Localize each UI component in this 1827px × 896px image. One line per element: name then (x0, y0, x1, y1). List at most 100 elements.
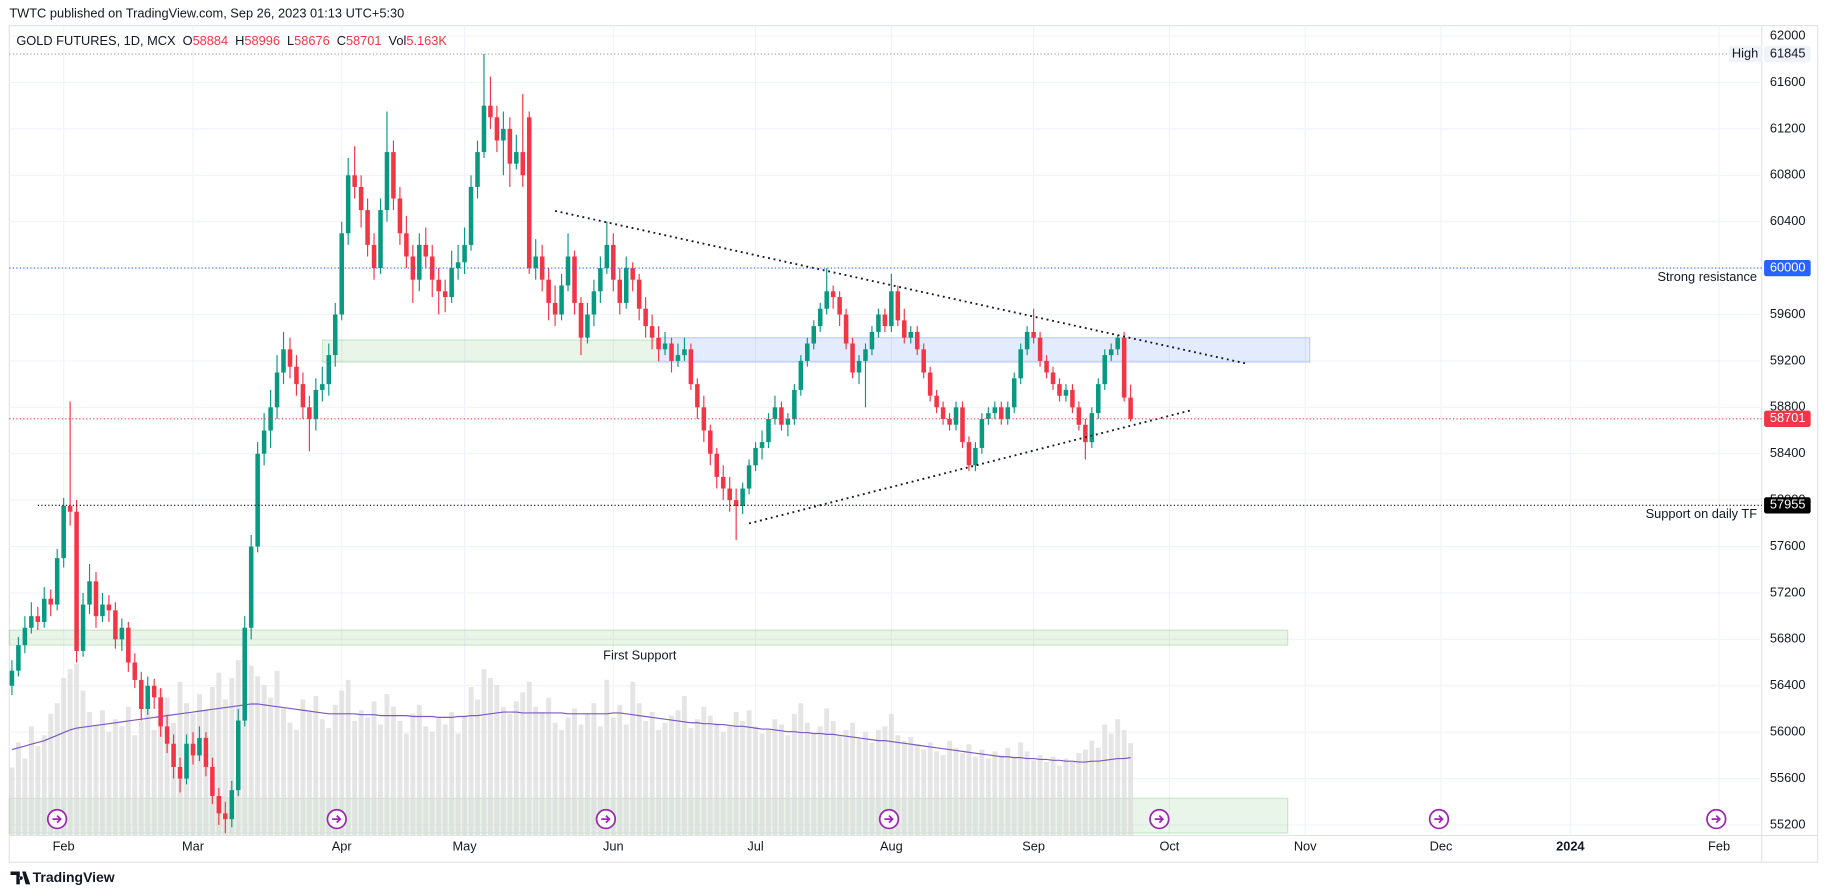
candle-body (934, 395, 939, 408)
volume-ma-line (11, 703, 1131, 763)
candle-body (714, 453, 720, 477)
volume-bar (28, 726, 34, 836)
volume-bar (578, 724, 584, 836)
event-marker[interactable] (46, 808, 68, 830)
volume-bar (106, 731, 112, 836)
y-tick-label: 60800 (1770, 167, 1806, 182)
volume-bar (67, 669, 73, 836)
event-marker[interactable] (1428, 808, 1450, 830)
candle-body (902, 320, 907, 338)
candle-body (507, 128, 513, 164)
candle-body (352, 175, 357, 187)
volume-bar (1018, 742, 1024, 836)
candle-body (889, 291, 894, 327)
candle-body (294, 366, 299, 385)
volume-bar (772, 719, 778, 836)
candle-body (604, 244, 610, 269)
candle-body (656, 337, 661, 350)
candle-body (578, 302, 584, 338)
volume-bar (1069, 762, 1075, 836)
candle-body (695, 384, 700, 408)
candle-body (397, 198, 403, 234)
volume-bar (468, 686, 474, 836)
candle-body (1083, 424, 1088, 443)
volume-bar (93, 724, 99, 836)
volume-bar (539, 712, 545, 836)
candle-body (423, 244, 429, 257)
volume-bar (119, 726, 125, 836)
candle-body (1050, 372, 1056, 385)
volume-bar (132, 735, 138, 836)
volume-bar (875, 729, 881, 836)
candle-body (753, 447, 758, 466)
volume-bar (112, 719, 118, 836)
candle-body (300, 384, 306, 408)
volume-bar (533, 706, 539, 836)
candle-body (151, 685, 157, 698)
volume-bar (403, 733, 409, 836)
header: TWTC published on TradingView.com, Sep 2… (9, 5, 404, 20)
price-label: 57955 (1770, 497, 1806, 512)
candle-body (785, 418, 791, 425)
volume-bar (733, 712, 739, 836)
candle-body (223, 813, 228, 820)
event-marker[interactable] (326, 808, 347, 830)
candle-body (979, 418, 985, 448)
candle-body (462, 244, 467, 263)
volume-bar (811, 733, 817, 836)
x-tick-label: May (452, 838, 477, 853)
y-tick-label: 58800 (1770, 399, 1806, 414)
volume-bar (662, 722, 668, 836)
footer: TradingView (33, 869, 115, 885)
candle-body (67, 505, 73, 512)
volume-bar (837, 735, 843, 836)
volume (9, 654, 1134, 836)
candle-body (817, 308, 823, 327)
candle-body (1024, 331, 1030, 350)
candle-body (229, 790, 235, 820)
legend-item: C (337, 33, 346, 48)
legend-item: Vol (389, 33, 407, 48)
candle-body (973, 447, 978, 466)
candle-body (287, 349, 293, 367)
volume-bar (15, 742, 21, 836)
candle-body (643, 308, 648, 327)
candle-body (255, 453, 260, 547)
volume-bar (293, 729, 299, 836)
volume-bar (513, 701, 519, 836)
candle-body (740, 488, 745, 506)
candle-body (61, 505, 66, 559)
volume-bar (1102, 724, 1108, 836)
volume-bar (397, 720, 403, 836)
candle-body (494, 117, 500, 141)
volume-bar (164, 697, 170, 836)
candle-body (727, 488, 732, 501)
chart-frame (8, 25, 1819, 863)
y-tick-label: 56000 (1770, 724, 1806, 739)
volume-bar (947, 740, 953, 836)
candle-body (313, 389, 319, 419)
candle-body (378, 210, 383, 269)
candle-body (772, 407, 778, 419)
volume-bar (242, 654, 248, 836)
volume-bar (145, 708, 151, 836)
volume-bar (863, 731, 868, 836)
volume-bar (416, 704, 422, 836)
price-label-box (1764, 410, 1811, 427)
x-tick-label: Sep (1022, 838, 1045, 853)
candle-body (630, 268, 635, 280)
event-marker[interactable] (1149, 808, 1170, 830)
candle-body (35, 616, 41, 622)
candle-body (805, 343, 810, 361)
event-marker[interactable] (1706, 808, 1727, 830)
volume-bar (604, 679, 610, 836)
volume-bar (1024, 751, 1030, 836)
event-marker[interactable] (878, 808, 900, 830)
volume-bar (41, 735, 47, 836)
zone (8, 629, 1289, 646)
volume-bar (966, 744, 972, 836)
volume-bar (22, 758, 28, 836)
event-marker[interactable] (595, 808, 617, 830)
x-tick-label: Feb (1708, 838, 1730, 853)
candle-body (856, 360, 862, 373)
